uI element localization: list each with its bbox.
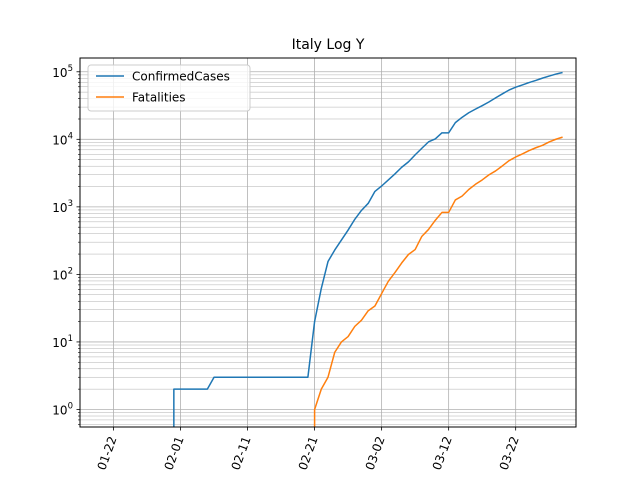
chart-title: Italy Log Y: [292, 37, 365, 53]
y-tick-label: 100: [52, 401, 73, 417]
series-line-confirmed-cases: [173, 71, 563, 427]
legend-box: [87, 64, 251, 112]
series-lines: [173, 71, 563, 427]
legend-label: Fatalities: [132, 91, 186, 105]
y-tick-label: 104: [52, 131, 73, 147]
grid: [80, 58, 576, 427]
y-tick-label: 103: [52, 199, 73, 215]
series-line-fatalities: [313, 136, 563, 427]
y-axis: 100 101 102 103 104 105: [52, 64, 80, 425]
y-tick-label: 101: [52, 334, 73, 350]
y-tick-label: 105: [52, 64, 73, 80]
plot-frame: [79, 57, 577, 428]
legend[interactable]: ConfirmedCases Fatalities: [87, 64, 251, 112]
legend-label: ConfirmedCases: [132, 70, 230, 84]
y-tick-label: 102: [52, 266, 73, 282]
